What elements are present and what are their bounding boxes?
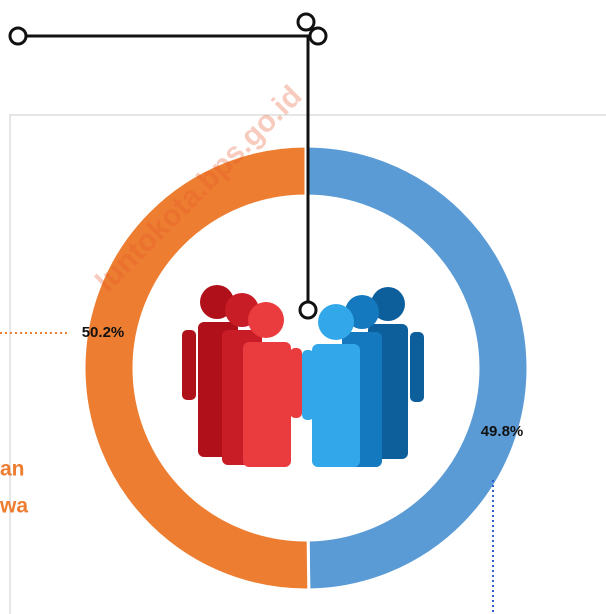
side-text: wa — [0, 495, 28, 518]
side-text: an — [0, 458, 25, 481]
value-label: 50.2% — [82, 324, 125, 341]
page: 50.2% 49.8% an wa luntokota.bps.go.id ((… — [0, 0, 606, 614]
chart: 50.2% 49.8% an wa luntokota.bps.go.id — [0, 0, 606, 614]
value-label: 49.8% — [481, 423, 524, 440]
